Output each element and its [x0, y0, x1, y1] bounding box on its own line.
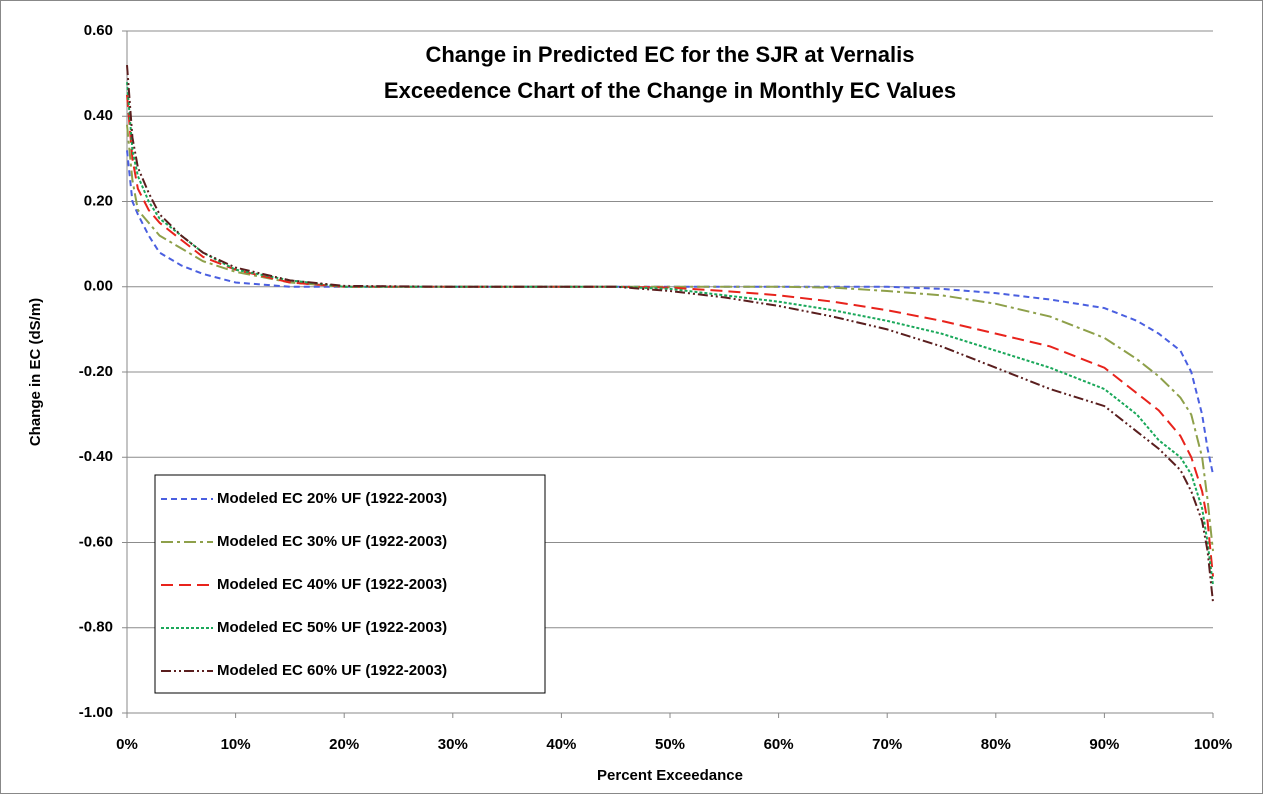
- x-axis-title: Percent Exceedance: [597, 767, 743, 784]
- series-line: [126, 124, 1214, 552]
- x-tick-label: 100%: [1194, 736, 1232, 753]
- chart-subtitle: Exceedence Chart of the Change in Monthl…: [384, 78, 956, 103]
- legend-label: Modeled EC 60% UF (1922-2003): [217, 662, 447, 679]
- series-line: [126, 94, 1214, 577]
- x-tick-label: 60%: [764, 736, 794, 753]
- chart-title: Change in Predicted EC for the SJR at Ve…: [425, 42, 914, 67]
- series-line: [126, 82, 1214, 586]
- series-line: [126, 65, 1214, 603]
- y-tick-label: 0.60: [84, 22, 113, 39]
- y-tick-label: 0.20: [84, 192, 113, 209]
- legend-label: Modeled EC 30% UF (1922-2003): [217, 533, 447, 550]
- legend-label: Modeled EC 20% UF (1922-2003): [217, 490, 447, 507]
- x-tick-label: 70%: [872, 736, 902, 753]
- y-tick-label: -0.60: [79, 533, 113, 550]
- x-tick-label: 50%: [655, 736, 685, 753]
- y-axis-title: Change in EC (dS/m): [27, 298, 44, 446]
- legend-label: Modeled EC 50% UF (1922-2003): [217, 619, 447, 636]
- legend-box: [154, 474, 546, 694]
- y-tick-label: -0.40: [79, 448, 113, 465]
- x-tick-label: 30%: [438, 736, 468, 753]
- x-tick-label: 0%: [116, 736, 138, 753]
- x-tick-label: 90%: [1089, 736, 1119, 753]
- y-tick-label: 0.00: [84, 278, 113, 295]
- y-tick-label: -0.80: [79, 619, 113, 636]
- y-tick-label: -1.00: [79, 704, 113, 721]
- legend-label: Modeled EC 40% UF (1922-2003): [217, 576, 447, 593]
- x-tick-label: 20%: [329, 736, 359, 753]
- x-tick-label: 40%: [546, 736, 576, 753]
- x-tick-label: 80%: [981, 736, 1011, 753]
- x-tick-label: 10%: [221, 736, 251, 753]
- y-tick-label: -0.20: [79, 363, 113, 380]
- y-tick-label: 0.40: [84, 107, 113, 124]
